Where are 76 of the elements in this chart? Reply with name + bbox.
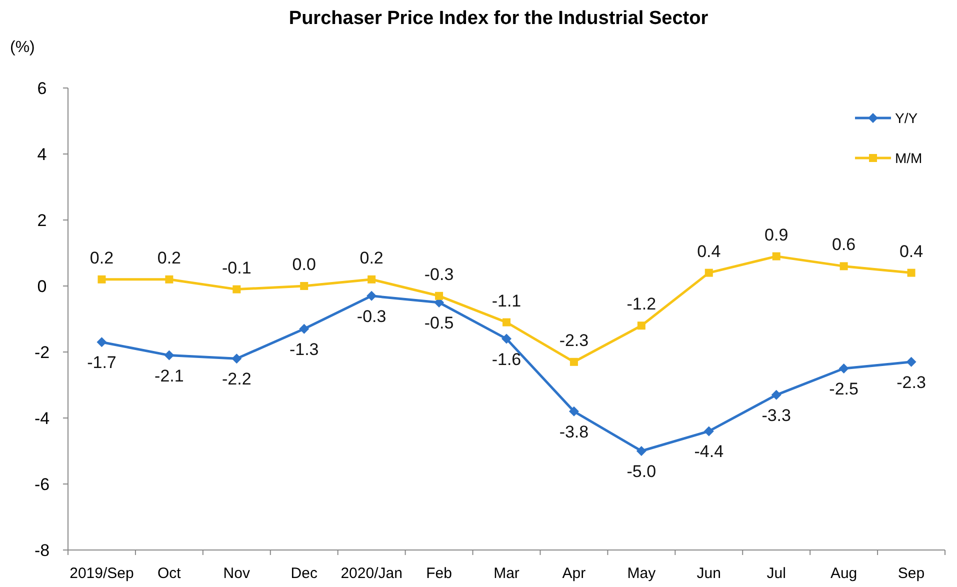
y-tick-label: -2 bbox=[34, 343, 50, 362]
data-label: -0.5 bbox=[424, 314, 454, 332]
y-tick-label: -4 bbox=[34, 409, 50, 428]
data-label: -2.1 bbox=[154, 366, 184, 386]
point bbox=[435, 292, 444, 300]
point bbox=[704, 268, 713, 277]
point bbox=[96, 337, 107, 348]
x-tick-label: Apr bbox=[562, 565, 586, 582]
legend-label: Y/Y bbox=[895, 110, 918, 126]
x-tick-label: Sep bbox=[898, 565, 925, 582]
point bbox=[771, 390, 782, 400]
x-tick-label: Feb bbox=[426, 565, 452, 582]
point bbox=[570, 358, 578, 366]
point bbox=[568, 406, 579, 416]
x-tick-label: Oct bbox=[158, 565, 182, 582]
point bbox=[772, 252, 780, 260]
data-label: -2.3 bbox=[896, 372, 926, 392]
data-label: -5.0 bbox=[626, 462, 656, 481]
data-label: -0.3 bbox=[424, 264, 454, 284]
y-tick-label: 2 bbox=[37, 211, 47, 230]
point bbox=[502, 318, 510, 326]
point bbox=[368, 275, 376, 284]
point bbox=[300, 282, 308, 290]
data-label: -2.5 bbox=[829, 380, 858, 398]
data-label: -0.1 bbox=[222, 258, 252, 278]
x-tick-label: Jun bbox=[696, 565, 721, 582]
y-tick-label: -6 bbox=[34, 475, 50, 494]
data-label: -1.7 bbox=[87, 353, 116, 372]
point bbox=[98, 275, 106, 284]
data-label: -3.3 bbox=[762, 406, 791, 425]
point bbox=[636, 446, 646, 456]
data-label: -0.3 bbox=[356, 306, 386, 326]
x-tick-label: Dec bbox=[290, 565, 318, 582]
y-axis-title: (%) bbox=[10, 39, 35, 56]
y-tick-label: -8 bbox=[34, 541, 50, 560]
chart-title: Purchaser Price Index for the Industrial Sector bbox=[288, 8, 709, 29]
data-label: -3.8 bbox=[559, 422, 589, 442]
data-label: 0.2 bbox=[90, 248, 114, 268]
legend-label: M/M bbox=[895, 150, 922, 166]
data-label: 0.2 bbox=[360, 248, 384, 268]
point bbox=[299, 324, 310, 334]
data-label: -1.6 bbox=[492, 350, 522, 369]
point bbox=[637, 322, 646, 330]
data-label: 0.9 bbox=[764, 225, 788, 244]
point bbox=[838, 364, 849, 374]
data-label: 0.0 bbox=[292, 255, 316, 274]
data-label: -1.1 bbox=[492, 291, 522, 310]
data-label: -2.3 bbox=[559, 330, 589, 350]
x-tick-label: Aug bbox=[830, 565, 858, 582]
data-label: 0.6 bbox=[832, 235, 856, 254]
x-tick-label: 2019/Sep bbox=[70, 565, 134, 582]
y-tick-label: 4 bbox=[37, 145, 47, 164]
point bbox=[165, 275, 174, 284]
data-label: 0.4 bbox=[899, 242, 924, 261]
point bbox=[840, 262, 848, 270]
x-tick-label: Mar bbox=[494, 565, 520, 582]
x-tick-label: 2020/Jan bbox=[340, 565, 402, 582]
point bbox=[164, 350, 174, 360]
data-label: -4.4 bbox=[694, 442, 724, 462]
data-label: 0.2 bbox=[157, 248, 182, 268]
point bbox=[907, 268, 916, 277]
x-tick-label: Nov bbox=[223, 565, 250, 582]
data-label: -1.2 bbox=[626, 294, 656, 314]
data-label: -2.2 bbox=[222, 370, 252, 389]
x-tick-label: Jul bbox=[766, 565, 786, 582]
data-label: -1.3 bbox=[289, 340, 319, 359]
point bbox=[366, 290, 377, 301]
point bbox=[502, 334, 512, 344]
data-label: 0.4 bbox=[697, 242, 721, 261]
point bbox=[232, 354, 242, 364]
x-tick-label: May bbox=[627, 565, 656, 582]
point bbox=[232, 285, 241, 294]
point bbox=[906, 356, 916, 367]
y-tick-label: 6 bbox=[37, 79, 47, 98]
point bbox=[704, 426, 714, 436]
y-tick-label: 0 bbox=[37, 277, 47, 296]
